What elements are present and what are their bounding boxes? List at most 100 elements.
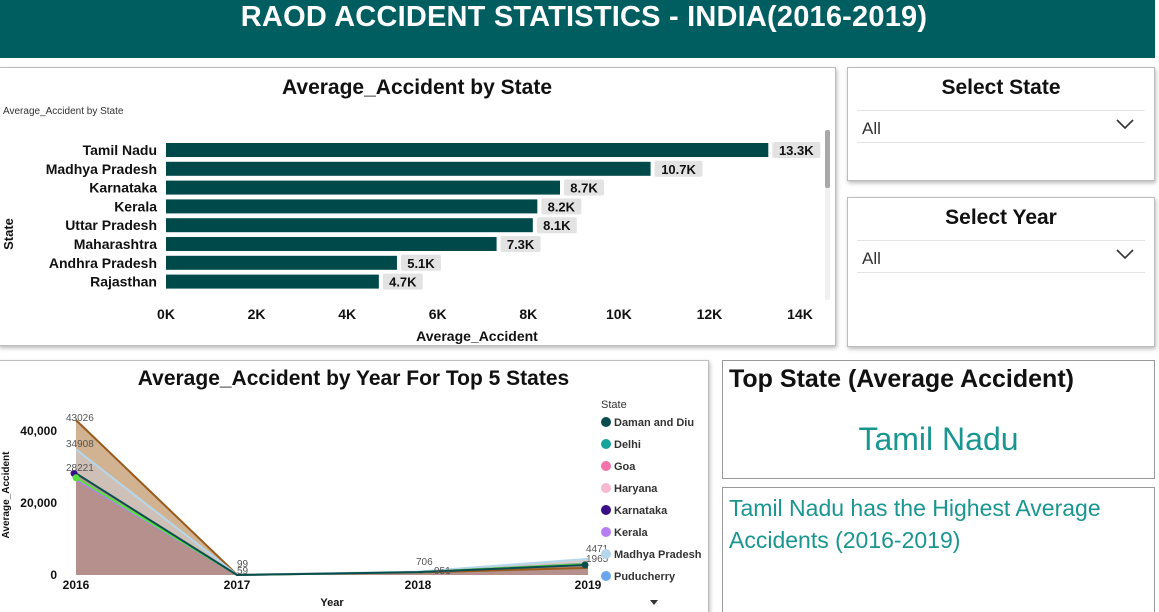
area-data-label: 4471 — [586, 544, 609, 555]
chevron-down-icon[interactable] — [1115, 117, 1135, 131]
bar — [166, 180, 560, 195]
x-tick-label: 10K — [606, 306, 632, 322]
bar-chart-panel[interactable]: Average_Accident by State Average_Accide… — [0, 67, 836, 346]
x-tick-label: 0K — [157, 306, 175, 322]
x-tick-label: 2016 — [63, 578, 90, 592]
bar — [166, 274, 379, 289]
bar-data-label: 8.2K — [548, 199, 576, 214]
legend-marker — [601, 483, 611, 493]
bar-data-label: 4.7K — [389, 275, 417, 290]
bar-data-label-bg — [772, 142, 821, 158]
bar — [166, 161, 651, 176]
state-filter-title: Select State — [941, 76, 1061, 99]
state-filter-panel: Select State All — [847, 67, 1155, 181]
area-data-label: 43026 — [66, 413, 94, 424]
bar-data-label: 8.1K — [543, 218, 571, 233]
bar — [166, 143, 769, 157]
top-state-title: Top State (Average Accident) — [729, 365, 1074, 393]
x-tick-label: 2019 — [575, 578, 602, 592]
series-line — [75, 472, 589, 577]
x-tick-label: 8K — [519, 306, 537, 322]
bar-data-label: 7.3K — [507, 237, 535, 252]
legend-item: Kerala — [614, 527, 649, 539]
bar-chart-subtitle: Average_Accident by State — [3, 106, 124, 117]
state-dropdown[interactable]: All — [857, 110, 1145, 143]
bar-category-label: Kerala — [114, 198, 157, 214]
bar-category-label: Tamil Nadu — [83, 142, 157, 158]
year-dropdown-value: All — [862, 249, 881, 268]
bar-data-label-bg — [654, 160, 703, 177]
legend-title: State — [601, 399, 627, 411]
x-tick-label: 2018 — [405, 578, 432, 592]
top-state-value: Tamil Nadu — [858, 421, 1019, 457]
caret-down-icon[interactable] — [650, 600, 658, 605]
report-title: RAOD ACCIDENT STATISTICS - INDIA(2016-20… — [240, 1, 928, 33]
x-tick-label: 2K — [248, 306, 266, 322]
y-tick-label: 40,000 — [20, 424, 57, 438]
area-data-label: 34908 — [66, 439, 94, 450]
bar — [166, 237, 497, 251]
area-data-label: 59 — [237, 566, 249, 577]
x-axis-title: Year — [320, 597, 344, 609]
summary-text: Tamil Nadu has the Highest Average Accid… — [729, 495, 1101, 553]
y-axis-title: State — [1, 218, 16, 250]
series-point — [72, 474, 80, 482]
year-filter-title: Select Year — [945, 206, 1057, 229]
bar-data-label: 5.1K — [407, 256, 435, 271]
area-data-label: 1965 — [586, 554, 609, 565]
legend-item: Daman and Diu — [614, 417, 694, 429]
legend-item: Karnataka — [614, 505, 668, 517]
area-data-label: 706 — [416, 557, 433, 568]
bar-category-label: Maharashtra — [74, 236, 157, 252]
x-tick-label: 14K — [787, 306, 813, 322]
legend-marker — [601, 439, 611, 449]
y-axis-title: Average_Accident — [1, 451, 12, 539]
legend-marker — [601, 417, 611, 427]
legend-item: Haryana — [614, 483, 658, 495]
bar-category-label: Uttar Pradesh — [65, 217, 157, 233]
bar-category-label: Andhra Pradesh — [49, 255, 157, 271]
bar-chart: Tamil Nadu 13.3K Madhya Pradesh 10.7K Karnat… — [1, 130, 830, 344]
bar-category-label: Madhya Pradesh — [46, 161, 157, 177]
legend-marker — [601, 527, 611, 537]
series-area — [76, 473, 588, 575]
x-tick-label: 4K — [338, 306, 356, 322]
legend-marker — [601, 461, 611, 471]
area-data-label: 951 — [434, 566, 451, 577]
y-tick-label: 20,000 — [20, 496, 57, 510]
report-header: RAOD ACCIDENT STATISTICS - INDIA(2016-20… — [0, 0, 1155, 58]
bar-category-label: Rajasthan — [90, 274, 157, 290]
bar-data-label-bg — [500, 236, 541, 252]
area-chart-panel[interactable]: Average_Accident by Year For Top 5 State… — [0, 360, 709, 612]
legend-item: Delhi — [614, 439, 641, 451]
legend-marker — [601, 571, 611, 581]
x-axis-title: Average_Accident — [416, 328, 538, 344]
bar-chart-title: Average_Accident by State — [282, 76, 552, 99]
legend-item: Goa — [614, 461, 636, 473]
x-tick-label: 12K — [697, 306, 723, 322]
bar-data-label: 10.7K — [661, 162, 696, 177]
x-tick-label: 6K — [429, 306, 447, 322]
legend-item: Madhya Pradesh — [614, 549, 702, 561]
x-tick-label: 2017 — [224, 578, 251, 592]
legend-item: Puducherry — [614, 571, 676, 583]
scrollbar-thumb[interactable] — [825, 130, 830, 188]
legend-marker — [601, 505, 611, 515]
bar-data-label-bg — [382, 273, 423, 290]
bar — [166, 199, 538, 214]
bar-data-label-bg — [563, 179, 604, 196]
year-dropdown[interactable]: All — [857, 240, 1145, 273]
bar-data-label: 8.7K — [570, 181, 598, 196]
bar-data-label-bg — [536, 217, 577, 234]
bar — [166, 218, 533, 233]
year-filter-panel: Select Year All — [847, 197, 1155, 347]
area-data-label: 99 — [237, 559, 249, 570]
bar-data-label-bg — [541, 198, 582, 215]
summary-card: Tamil Nadu has the Highest Average Accid… — [722, 487, 1155, 612]
top-state-card: Top State (Average Accident) Tamil Nadu — [722, 360, 1155, 479]
chevron-down-icon[interactable] — [1115, 247, 1135, 261]
legend-marker — [601, 549, 611, 559]
bar — [166, 255, 397, 270]
bar-data-label: 13.3K — [779, 143, 814, 158]
